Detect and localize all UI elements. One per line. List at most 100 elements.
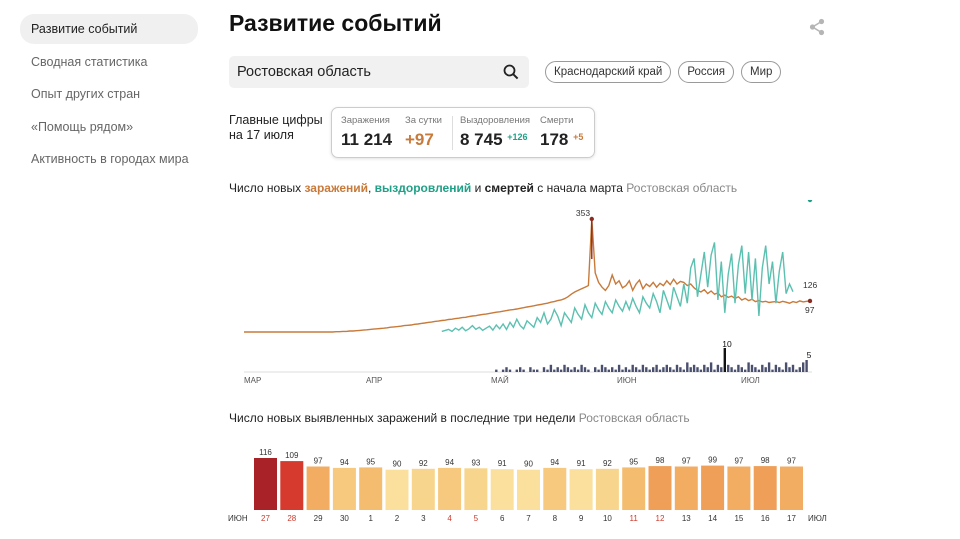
chip-world[interactable]: Мир — [741, 61, 782, 83]
deaths-bar — [692, 364, 696, 372]
line-title-region: Ростовская область — [626, 181, 738, 195]
deaths-bar — [495, 369, 498, 372]
stat-recovered: Выздоровления 8 745 +126 — [460, 115, 530, 150]
last-recoveries-dot — [807, 200, 813, 203]
deaths-bar — [614, 369, 617, 372]
bar-day-label: 1 — [368, 514, 373, 523]
sidebar-item-events[interactable]: Развитие событий — [20, 14, 198, 44]
bar-day-14[interactable] — [701, 465, 725, 510]
search-input[interactable]: Ростовская область — [237, 64, 371, 80]
bar-day-label: 5 — [474, 514, 479, 523]
deaths-bar — [696, 367, 699, 372]
deaths-bar — [795, 369, 798, 372]
bar-day-6[interactable] — [490, 469, 514, 510]
bar-day-27[interactable] — [254, 458, 277, 510]
sidebar-item-summary-stats[interactable]: Сводная статистика — [31, 54, 148, 69]
bar-day-9[interactable] — [569, 469, 593, 510]
bar-day-29[interactable] — [306, 466, 330, 511]
bar-day-3[interactable] — [411, 468, 435, 510]
bar-day-30[interactable] — [332, 467, 356, 510]
deaths-bar — [767, 362, 771, 372]
deaths-bar — [580, 364, 583, 372]
deaths-bar — [587, 369, 590, 372]
bar-value-label: 97 — [314, 457, 323, 466]
deaths-bar — [791, 364, 795, 372]
deaths-bar — [611, 367, 614, 372]
deaths-bar — [672, 369, 675, 372]
line-chart: МАР АПР МАЙ ИЮН ИЮЛ 353 126 97 10 5 — [244, 200, 817, 385]
bar-day-8[interactable] — [543, 467, 567, 510]
deaths-bar — [536, 369, 539, 372]
bar-day-2[interactable] — [385, 469, 409, 510]
summary-label: Главные цифры на 17 июля — [229, 113, 323, 143]
bar-day-15[interactable] — [727, 466, 751, 511]
summary-stats: Заражения 11 214 За сутки +97 Выздоровле… — [331, 107, 595, 158]
line-title-suffix: с начала марта — [533, 181, 623, 195]
stat-deaths-label: Смерти — [540, 115, 574, 126]
deaths-bar — [652, 367, 655, 372]
deaths-bar — [805, 360, 808, 372]
deaths-bar — [553, 369, 556, 372]
deaths-bar — [532, 369, 535, 372]
bar-day-17[interactable] — [780, 466, 803, 511]
stat-recovered-label: Выздоровления — [460, 115, 531, 126]
bar-value-label: 95 — [366, 457, 375, 466]
chip-krasnodar[interactable]: Краснодарский край — [545, 61, 672, 83]
sidebar: Развитие событий Сводная статистика Опыт… — [20, 14, 198, 177]
line-title-sep2: и — [471, 181, 485, 195]
bar-day-13[interactable] — [674, 466, 698, 511]
bar-day-label: 29 — [314, 514, 323, 523]
month-label-apr: АПР — [366, 376, 382, 385]
line-chart-title: Число новых заражений, выздоровлений и с… — [229, 181, 737, 195]
deaths-bar — [529, 367, 532, 372]
summary-label-line1: Главные цифры — [229, 113, 323, 127]
deaths-bar — [594, 367, 597, 372]
deaths-bar — [703, 364, 706, 372]
line-title-deaths: смертей — [484, 181, 534, 195]
deaths-bar — [655, 364, 658, 372]
bar-day-label: 3 — [421, 514, 426, 523]
stat-daily: За сутки +97 — [405, 115, 442, 150]
bar-month-end: ИЮЛ — [808, 514, 827, 523]
bar-value-label: 97 — [682, 457, 691, 466]
bar-day-7[interactable] — [517, 469, 540, 510]
deaths-bar — [583, 367, 587, 372]
deaths-bar — [716, 364, 720, 372]
deaths-bar — [549, 364, 553, 372]
bar-day-10[interactable] — [595, 468, 619, 510]
bar-value-label: 97 — [734, 457, 743, 466]
sidebar-item-help-nearby[interactable]: «Помощь рядом» — [31, 119, 134, 134]
bar-day-5[interactable] — [464, 468, 488, 510]
deaths-bar — [505, 367, 508, 372]
deaths-bar — [798, 367, 801, 372]
deaths-bar — [754, 367, 757, 372]
bar-day-4[interactable] — [438, 467, 462, 510]
region-search[interactable]: Ростовская область — [229, 56, 529, 88]
deaths-bar — [774, 364, 778, 372]
search-icon[interactable] — [503, 64, 519, 80]
sidebar-item-other-countries[interactable]: Опыт других стран — [31, 87, 141, 101]
bar-day-11[interactable] — [622, 467, 646, 510]
share-icon[interactable] — [808, 18, 826, 36]
bar-day-12[interactable] — [648, 466, 672, 510]
bar-chart: 1162710928972994309519029239449359169079… — [228, 448, 827, 523]
deaths-bar — [638, 369, 641, 372]
bar-value-label: 92 — [603, 459, 612, 468]
bar-value-label: 94 — [445, 458, 454, 467]
bar-day-28[interactable] — [280, 461, 304, 510]
deaths-bar — [744, 369, 747, 372]
deaths-bar — [621, 369, 624, 372]
bar-value-label: 93 — [471, 458, 480, 467]
bar-day-label: 6 — [500, 514, 505, 523]
bar-value-label: 116 — [259, 448, 272, 457]
month-label-may: МАЙ — [491, 376, 509, 385]
bar-day-16[interactable] — [753, 466, 777, 510]
chip-russia[interactable]: Россия — [678, 61, 735, 83]
deaths-bar — [699, 369, 703, 372]
deaths-bar — [600, 364, 604, 372]
month-label-mar: МАР — [244, 376, 261, 385]
sidebar-item-city-activity[interactable]: Активность в городах мира — [31, 152, 189, 166]
deaths-bar — [542, 367, 546, 372]
bar-day-1[interactable] — [359, 467, 383, 510]
annotation-last-infections: 97 — [805, 305, 815, 315]
